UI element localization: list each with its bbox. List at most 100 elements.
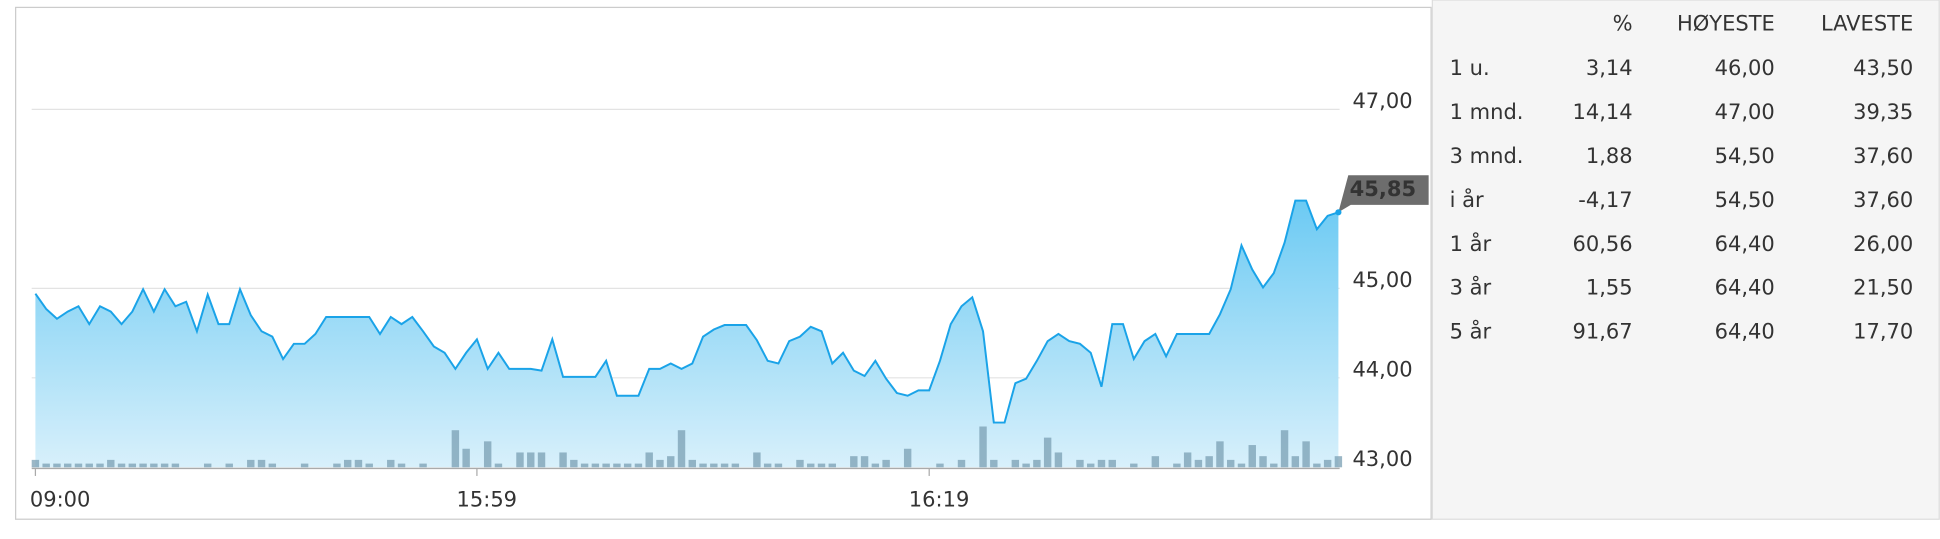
volume-bar [1043,437,1052,468]
volume-bar [1280,430,1289,468]
volume-bar [483,441,492,468]
volume-bar [537,452,546,468]
price-value: 37,60 [1853,187,1913,212]
volume-bar [1270,463,1278,468]
price-value: 17,70 [1853,319,1913,344]
volume-bar [365,463,373,468]
volume-bar [53,463,61,468]
period-label: 5 år [1450,319,1492,344]
volume-bar [1173,463,1181,468]
volume-bar [602,463,610,468]
volume-bar [397,463,406,468]
volume-bar [128,463,137,468]
volume-bar [42,463,50,468]
volume-bar [634,463,643,468]
volume-bar [117,463,126,468]
volume-bar [1313,463,1321,468]
table-header: % [1613,11,1633,36]
volume-bar [807,463,815,468]
volume-bar [591,463,600,468]
volume-bar [1011,459,1020,468]
volume-bar [979,426,987,468]
volume-bar [516,452,524,468]
volume-bar [462,448,470,468]
volume-bar [1205,456,1213,468]
volume-bar [796,459,804,468]
volume-bar [1130,463,1138,468]
volume-bar [903,448,912,468]
table-header: LAVESTE [1821,11,1913,36]
volume-bar [225,463,233,468]
price-value: 64,40 [1715,319,1775,344]
price-value: 54,50 [1715,143,1775,168]
volume-bar [677,430,686,468]
volume-bar [160,463,169,468]
volume-bar [333,463,341,468]
change-value: 91,67 [1572,319,1632,344]
volume-bar [343,459,352,468]
period-label: 3 år [1450,275,1492,300]
volume-bar [623,463,632,468]
volume-bar [559,452,567,468]
volume-bar [753,452,761,468]
volume-bar [720,463,729,468]
price-line [34,199,1339,424]
y-tick-label: 43,00 [1352,446,1412,471]
price-value: 21,50 [1853,275,1913,300]
volume-bar [699,463,707,468]
volume-bar [74,463,83,468]
x-tick-label: 09:00 [30,487,91,512]
volume-bar [1302,441,1310,468]
volume-bar [667,456,675,468]
volume-bar [860,456,869,468]
y-tick-label: 44,00 [1352,356,1412,381]
volume-bar [1183,452,1192,468]
volume-bar [139,463,147,468]
volume-bar [1087,463,1095,468]
volume-bar [494,463,503,468]
stats-panel [1431,0,1940,520]
change-value: 1,55 [1586,275,1633,300]
volume-bar [656,459,664,468]
y-tick-label: 45,00 [1352,267,1412,292]
change-value: 14,14 [1572,99,1632,124]
volume-bar [1054,452,1063,468]
volume-bar [613,463,621,468]
volume-bar [1194,459,1203,468]
volume-bar [1108,459,1116,468]
change-value: 3,14 [1586,55,1633,80]
price-value: 37,60 [1853,143,1913,168]
volume-bar [257,459,266,468]
price-value: 39,35 [1853,99,1913,124]
volume-bar [354,459,363,468]
period-label: i år [1450,187,1484,212]
price-tag-label: 45,85 [1350,176,1416,201]
volume-bar [936,463,944,468]
volume-bar [1291,456,1300,468]
period-label: 1 u. [1450,55,1490,80]
change-value: -4,17 [1578,187,1632,212]
volume-bar [64,463,72,468]
y-tick-label: 47,00 [1352,88,1412,113]
price-value: 43,50 [1853,55,1913,80]
volume-bar [1334,456,1343,468]
volume-bar [527,452,535,468]
volume-bar [387,459,395,468]
volume-bar [1227,459,1235,468]
price-value: 46,00 [1715,55,1775,80]
volume-bar [1076,459,1084,468]
volume-bar [828,463,836,468]
volume-bar [570,459,578,468]
period-label: 3 mnd. [1450,143,1524,168]
volume-bar [710,463,718,468]
volume-bar [580,463,589,468]
volume-bar [85,463,93,468]
table-header: HØYESTE [1677,11,1775,36]
volume-bar [1237,463,1246,468]
change-value: 1,88 [1586,143,1633,168]
volume-bar [1033,459,1041,468]
volume-bar [107,459,115,468]
volume-bar [957,459,966,468]
volume-bar [1151,456,1160,468]
